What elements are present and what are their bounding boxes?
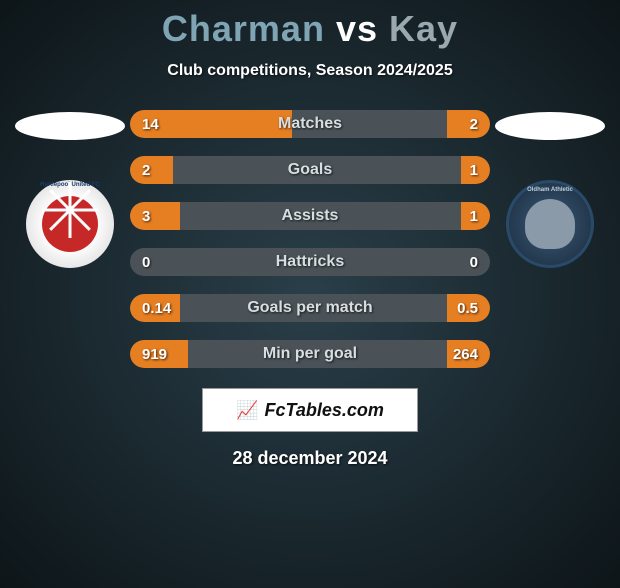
wheel-spokes bbox=[42, 196, 98, 252]
right-ellipse-shadow bbox=[495, 112, 605, 140]
brand-badge[interactable]: 📈 FcTables.com bbox=[202, 388, 418, 432]
stat-label: Goals per match bbox=[130, 299, 490, 317]
right-crest-label: Oldham Athletic bbox=[527, 187, 573, 193]
chart-icon: 📈 bbox=[236, 400, 258, 421]
stat-row: 919264Min per goal bbox=[130, 340, 490, 368]
subtitle: Club competitions, Season 2024/2025 bbox=[0, 62, 620, 80]
right-side: Oldham Athletic bbox=[490, 110, 610, 268]
content-area: Hartlepool United FC 142Matches 21Goals 31… bbox=[0, 110, 620, 368]
left-side: Hartlepool United FC bbox=[10, 110, 130, 268]
player1-name: Charman bbox=[162, 8, 325, 49]
owl-icon bbox=[525, 199, 575, 249]
player2-name: Kay bbox=[389, 8, 458, 49]
stat-label: Assists bbox=[130, 207, 490, 225]
vs-text: vs bbox=[336, 8, 378, 49]
left-ellipse-shadow bbox=[15, 112, 125, 140]
stat-row: 21Goals bbox=[130, 156, 490, 184]
stat-row: 0.140.5Goals per match bbox=[130, 294, 490, 322]
stat-label: Hattricks bbox=[130, 253, 490, 271]
stats-bars: 142Matches 21Goals 31Assists 00Hattricks 0.1… bbox=[130, 110, 490, 368]
stat-row: 31Assists bbox=[130, 202, 490, 230]
stat-label: Goals bbox=[130, 161, 490, 179]
left-team-crest: Hartlepool United FC bbox=[26, 180, 114, 268]
page-title: Charman vs Kay bbox=[0, 8, 620, 50]
stat-row: 142Matches bbox=[130, 110, 490, 138]
left-crest-inner bbox=[42, 196, 98, 252]
stat-label: Matches bbox=[130, 115, 490, 133]
date-label: 28 december 2024 bbox=[0, 448, 620, 469]
right-team-crest: Oldham Athletic bbox=[506, 180, 594, 268]
brand-text: FcTables.com bbox=[265, 400, 384, 421]
stat-row: 00Hattricks bbox=[130, 248, 490, 276]
stat-label: Min per goal bbox=[130, 345, 490, 363]
